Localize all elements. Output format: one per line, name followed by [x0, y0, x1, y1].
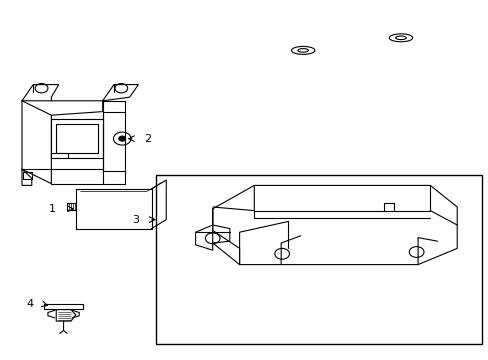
Text: 4: 4 [26, 299, 33, 309]
Text: 1: 1 [49, 204, 56, 214]
Polygon shape [212, 185, 456, 265]
Bar [156, 175, 481, 344]
Text: 2: 2 [144, 134, 151, 144]
Text: 3: 3 [132, 215, 139, 225]
Circle shape [119, 136, 125, 141]
